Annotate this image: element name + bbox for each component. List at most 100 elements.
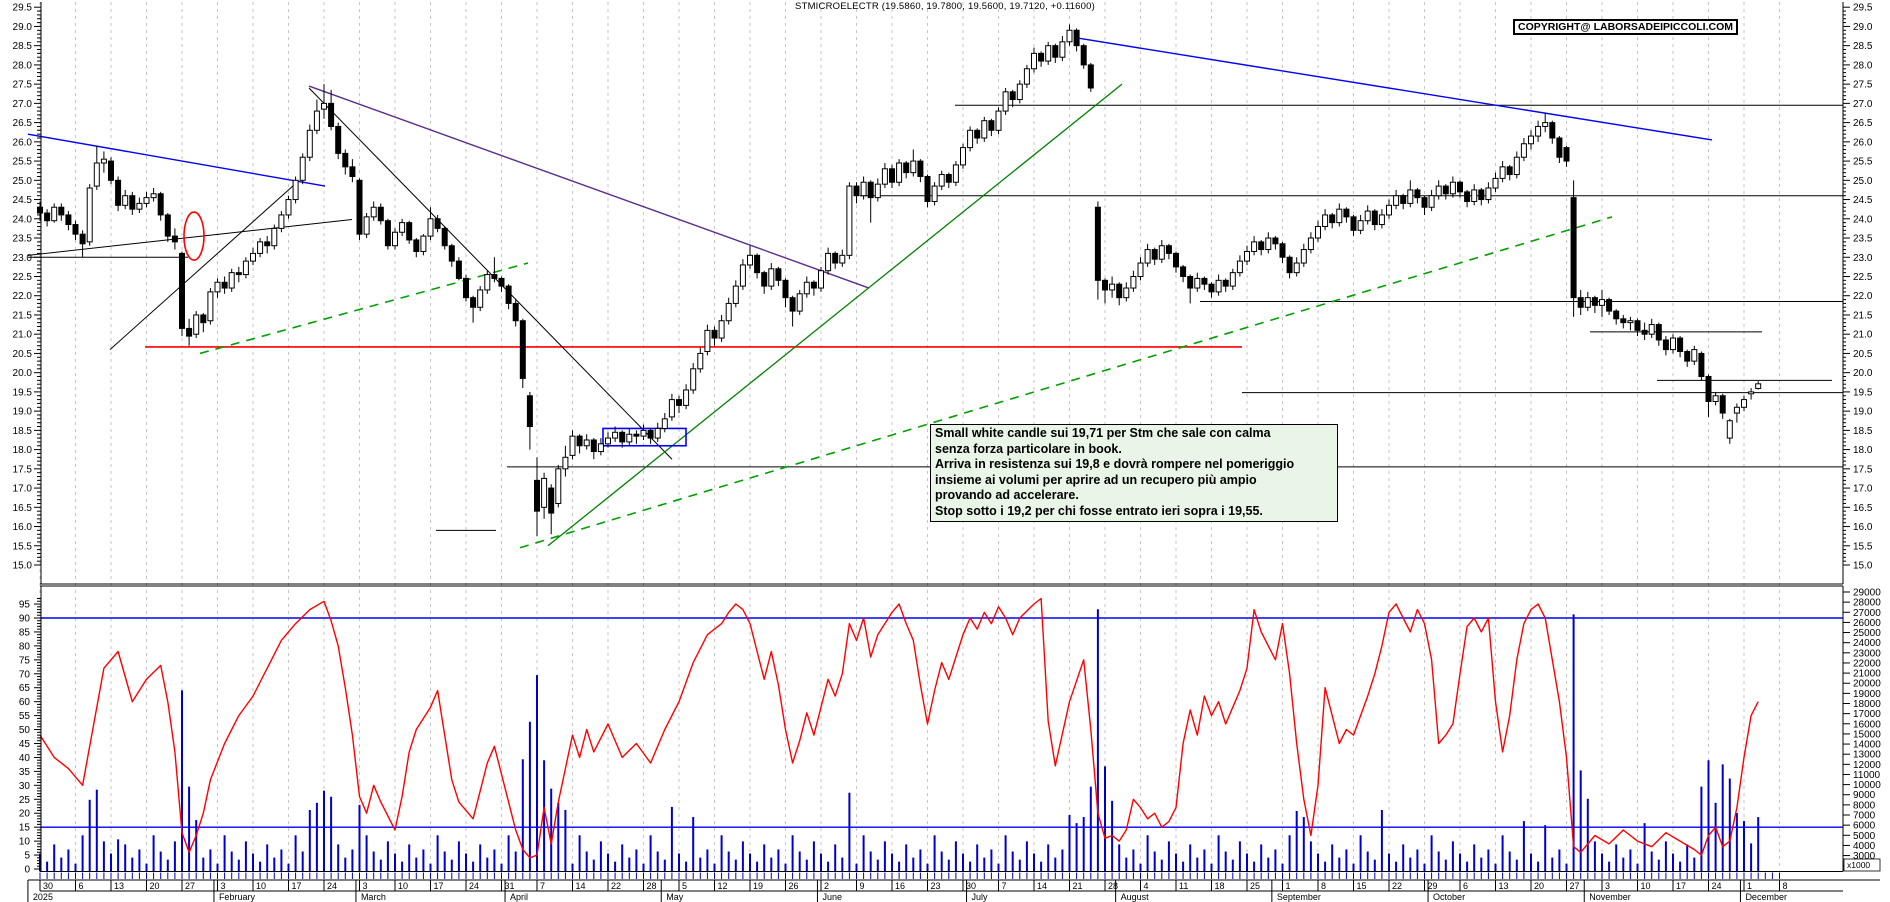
svg-text:23.0: 23.0 — [1853, 253, 1873, 264]
svg-text:20.5: 20.5 — [1853, 349, 1873, 360]
svg-text:28.5: 28.5 — [13, 41, 33, 52]
svg-text:19.0: 19.0 — [13, 407, 33, 418]
svg-text:1: 1 — [1286, 881, 1291, 891]
copyright-badge: COPYRIGHT@ LABORSADEIPICCOLI.COM — [1513, 19, 1738, 35]
svg-text:27.5: 27.5 — [13, 80, 33, 91]
svg-text:19: 19 — [753, 881, 763, 891]
svg-text:80: 80 — [19, 641, 31, 652]
svg-text:20.0: 20.0 — [13, 368, 33, 379]
svg-text:7: 7 — [540, 881, 545, 891]
svg-text:24.0: 24.0 — [1853, 214, 1873, 225]
svg-text:6000: 6000 — [1853, 821, 1876, 832]
svg-text:12000: 12000 — [1853, 760, 1881, 771]
svg-text:29000: 29000 — [1853, 588, 1881, 599]
svg-text:17000: 17000 — [1853, 709, 1881, 720]
svg-text:15.5: 15.5 — [13, 541, 33, 552]
black-rising-shallow — [27, 219, 353, 256]
svg-text:21: 21 — [1073, 881, 1083, 891]
svg-text:4: 4 — [1144, 881, 1149, 891]
svg-text:24.5: 24.5 — [13, 195, 33, 206]
svg-text:27000: 27000 — [1853, 608, 1881, 619]
svg-text:65: 65 — [19, 683, 31, 694]
svg-text:20: 20 — [150, 881, 160, 891]
svg-text:60: 60 — [19, 697, 31, 708]
svg-text:27: 27 — [185, 881, 195, 891]
svg-text:29.5: 29.5 — [1853, 3, 1873, 14]
svg-text:8: 8 — [1321, 881, 1326, 891]
svg-text:29.0: 29.0 — [1853, 22, 1873, 33]
candles-layer — [37, 24, 1762, 537]
red-highlight-ellipse — [183, 211, 205, 261]
svg-text:13: 13 — [1499, 881, 1509, 891]
svg-text:2: 2 — [824, 881, 829, 891]
svg-text:85: 85 — [19, 627, 31, 638]
svg-text:x1000: x1000 — [1847, 860, 1870, 870]
gridlines — [39, 2, 1780, 872]
analysis-annotation-box: Small white candle sui 19,71 per Stm che… — [930, 424, 1338, 522]
lower-panel-layer — [39, 597, 1843, 872]
svg-text:17.0: 17.0 — [1853, 484, 1873, 495]
volume-unit-badge: x1000 — [1843, 858, 1881, 872]
svg-text:7: 7 — [1002, 881, 1007, 891]
svg-text:16.5: 16.5 — [13, 503, 33, 514]
svg-text:40: 40 — [19, 753, 31, 764]
svg-text:21.5: 21.5 — [1853, 310, 1873, 321]
svg-text:13: 13 — [114, 881, 124, 891]
svg-text:11000: 11000 — [1853, 770, 1881, 781]
svg-text:25.0: 25.0 — [13, 176, 33, 187]
svg-text:6: 6 — [1463, 881, 1468, 891]
svg-text:9: 9 — [860, 881, 865, 891]
svg-text:31: 31 — [505, 881, 515, 891]
svg-text:8000: 8000 — [1853, 800, 1876, 811]
svg-text:17.5: 17.5 — [1853, 464, 1873, 475]
svg-text:18.5: 18.5 — [13, 426, 33, 437]
svg-text:25.5: 25.5 — [1853, 157, 1873, 168]
svg-text:21.0: 21.0 — [1853, 330, 1873, 341]
svg-text:August: August — [1121, 892, 1150, 902]
svg-text:20: 20 — [1534, 881, 1544, 891]
svg-text:25000: 25000 — [1853, 628, 1881, 639]
svg-text:24.0: 24.0 — [13, 214, 33, 225]
svg-text:26.0: 26.0 — [1853, 137, 1873, 148]
svg-text:90: 90 — [19, 613, 31, 624]
svg-text:October: October — [1433, 892, 1465, 902]
svg-text:24: 24 — [1712, 881, 1722, 891]
svg-text:10000: 10000 — [1853, 780, 1881, 791]
svg-text:0: 0 — [24, 865, 30, 876]
svg-text:14000: 14000 — [1853, 740, 1881, 751]
svg-text:24.5: 24.5 — [1853, 195, 1873, 206]
svg-text:December: December — [1745, 892, 1787, 902]
svg-text:16.5: 16.5 — [1853, 503, 1873, 514]
purple-downtrend-feb-jun — [308, 85, 870, 289]
svg-text:30: 30 — [966, 881, 976, 891]
svg-text:21.0: 21.0 — [13, 330, 33, 341]
svg-text:16: 16 — [895, 881, 905, 891]
svg-text:April: April — [510, 892, 528, 902]
svg-text:16.0: 16.0 — [1853, 522, 1873, 533]
svg-text:17: 17 — [1676, 881, 1686, 891]
svg-text:1: 1 — [1747, 881, 1752, 891]
svg-text:3000: 3000 — [1853, 851, 1876, 862]
svg-text:18000: 18000 — [1853, 699, 1881, 710]
svg-text:29.5: 29.5 — [13, 3, 33, 14]
svg-text:18.0: 18.0 — [13, 445, 33, 456]
svg-text:30: 30 — [43, 881, 53, 891]
svg-text:23.0: 23.0 — [13, 253, 33, 264]
svg-text:23000: 23000 — [1853, 648, 1881, 659]
svg-text:May: May — [666, 892, 684, 902]
svg-text:26: 26 — [789, 881, 799, 891]
blue-consolidation-box — [602, 427, 687, 447]
svg-text:27.0: 27.0 — [1853, 99, 1873, 110]
svg-text:June: June — [822, 892, 842, 902]
svg-text:23: 23 — [931, 881, 941, 891]
svg-text:24: 24 — [327, 881, 337, 891]
svg-text:20.5: 20.5 — [13, 349, 33, 360]
svg-text:95: 95 — [19, 600, 31, 611]
svg-text:19000: 19000 — [1853, 689, 1881, 700]
axes-layer: 15.0 15.0 15.5 15.5 16.0 16.0 16.5 16.5 17.0 17.0… — [13, 2, 1881, 876]
svg-text:26.5: 26.5 — [13, 118, 33, 129]
svg-text:15: 15 — [19, 823, 31, 834]
svg-text:27.0: 27.0 — [13, 99, 33, 110]
svg-text:22.5: 22.5 — [13, 272, 33, 283]
